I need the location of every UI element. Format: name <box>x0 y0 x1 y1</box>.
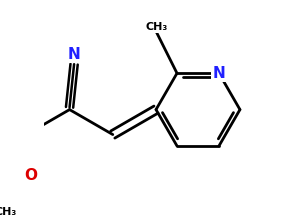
Text: CH₃: CH₃ <box>145 22 168 32</box>
Text: O: O <box>24 168 37 183</box>
Text: N: N <box>213 66 225 81</box>
Text: CH₃: CH₃ <box>0 207 17 217</box>
Text: N: N <box>68 46 80 62</box>
